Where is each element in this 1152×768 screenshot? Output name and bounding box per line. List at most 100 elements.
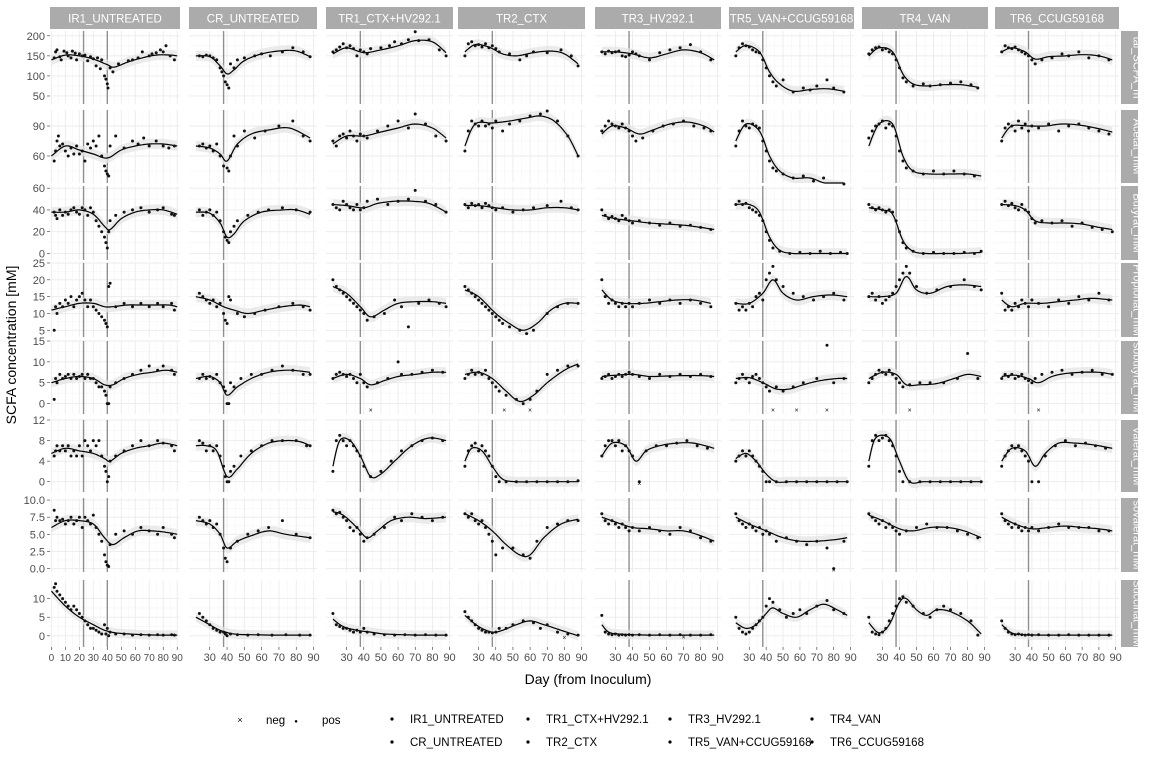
data-point	[928, 381, 932, 385]
data-point	[122, 632, 126, 636]
data-point	[108, 144, 112, 148]
data-point	[108, 66, 112, 70]
data-point	[201, 615, 205, 619]
data-point	[218, 532, 222, 536]
data-point	[1020, 203, 1024, 206]
data-point	[58, 301, 62, 305]
data-point	[94, 381, 98, 385]
data-point	[406, 197, 410, 201]
data-point	[355, 381, 359, 385]
data-point	[658, 301, 662, 305]
facet-panel	[326, 110, 453, 183]
data-point	[96, 56, 99, 60]
data-point	[466, 42, 470, 46]
data-point	[345, 136, 349, 140]
data-point	[949, 480, 952, 484]
fit-line	[1001, 297, 1113, 308]
data-point	[52, 56, 56, 60]
facet-panel	[995, 419, 1119, 492]
data-point	[114, 632, 118, 636]
data-point	[147, 144, 151, 148]
x-tick-label: 50	[643, 652, 655, 664]
data-point	[444, 633, 448, 637]
fit-line	[332, 511, 447, 539]
data-point	[504, 626, 508, 630]
data-point	[131, 444, 134, 448]
data-point	[1020, 372, 1024, 376]
data-point	[91, 626, 95, 630]
data-point	[494, 385, 498, 389]
facet-panel	[189, 340, 317, 414]
data-point	[225, 560, 229, 564]
data-point	[613, 375, 617, 378]
data-point	[89, 449, 92, 453]
data-point	[487, 308, 491, 312]
fit-line	[735, 123, 844, 184]
data-point	[737, 626, 741, 630]
data-point	[1077, 50, 1081, 54]
data-point	[83, 439, 87, 443]
data-point	[901, 385, 905, 389]
data-point	[576, 479, 580, 483]
data-point	[362, 539, 366, 543]
data-point	[420, 370, 424, 374]
data-point	[781, 78, 785, 82]
data-point	[204, 210, 208, 214]
data-point	[1000, 619, 1004, 623]
facet-strip-column-label: TR6_CCUG59168	[1010, 14, 1104, 26]
data-point	[63, 600, 67, 604]
data-point	[603, 444, 607, 448]
data-point	[490, 44, 494, 48]
data-point	[211, 377, 215, 380]
data-point	[1017, 119, 1020, 123]
data-point	[197, 377, 201, 380]
data-point	[80, 526, 84, 529]
data-point	[1027, 305, 1030, 309]
data-point	[150, 52, 154, 56]
x-tick-label: 60	[794, 652, 806, 664]
data-point	[1057, 298, 1061, 302]
data-point	[1003, 519, 1007, 523]
data-point	[365, 199, 369, 203]
data-point	[921, 82, 925, 86]
data-point	[569, 206, 573, 210]
data-point	[420, 439, 424, 443]
data-point	[1020, 633, 1024, 637]
data-point	[1037, 301, 1041, 305]
negative-point: ×	[908, 407, 912, 414]
data-point	[89, 146, 92, 150]
data-point	[891, 526, 895, 529]
data-point	[894, 454, 898, 458]
data-point	[938, 83, 942, 87]
data-point	[55, 444, 59, 448]
data-point	[253, 136, 257, 140]
fit-line	[51, 208, 178, 231]
data-point	[822, 295, 826, 299]
data-point	[484, 305, 487, 309]
data-point	[103, 389, 106, 393]
data-point	[466, 129, 470, 133]
data-point	[791, 612, 795, 615]
facet-panel: ×	[729, 498, 854, 574]
data-point	[54, 449, 58, 453]
data-point	[942, 172, 946, 176]
data-point	[52, 585, 56, 589]
data-point	[235, 312, 239, 315]
data-point	[1003, 44, 1007, 48]
data-point	[80, 149, 84, 153]
data-point	[406, 38, 410, 42]
data-point	[791, 291, 795, 295]
data-point	[100, 539, 104, 543]
data-point	[147, 364, 151, 368]
data-point	[208, 375, 212, 378]
data-point	[477, 203, 481, 206]
data-point	[463, 610, 467, 614]
data-point	[877, 368, 881, 372]
data-point	[832, 86, 836, 90]
data-point	[341, 515, 345, 519]
data-point	[979, 480, 983, 484]
data-point	[1067, 301, 1071, 305]
y-tick-label: 20	[33, 275, 45, 287]
data-point	[170, 301, 174, 305]
data-point	[484, 201, 487, 205]
